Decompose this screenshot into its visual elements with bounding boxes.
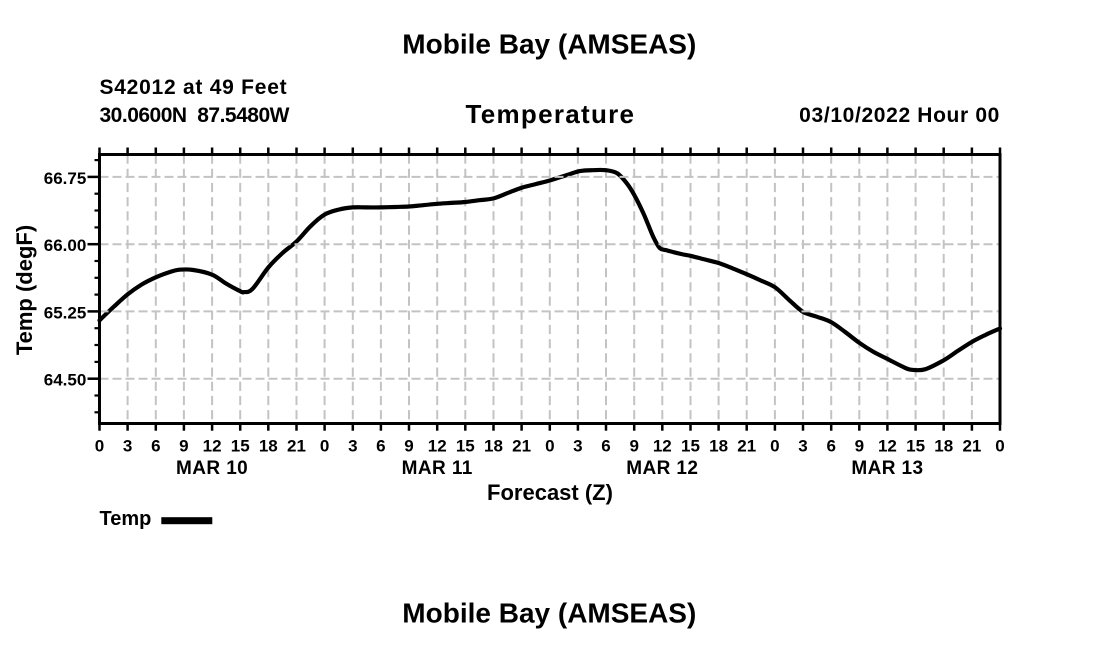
svg-text:18: 18: [934, 437, 953, 456]
svg-text:MAR 12: MAR 12: [626, 458, 698, 479]
svg-text:3: 3: [798, 437, 807, 456]
svg-text:MAR 13: MAR 13: [851, 458, 923, 479]
svg-text:0: 0: [320, 437, 329, 456]
svg-text:66.00: 66.00: [44, 236, 87, 255]
svg-text:18: 18: [484, 437, 503, 456]
svg-text:Temperature: Temperature: [465, 99, 635, 129]
svg-text:Temp: Temp: [100, 508, 152, 530]
svg-text:6: 6: [826, 437, 835, 456]
svg-text:Temp (degF): Temp (degF): [12, 225, 37, 355]
svg-text:9: 9: [179, 437, 188, 456]
svg-text:18: 18: [259, 437, 278, 456]
svg-text:21: 21: [962, 437, 981, 456]
svg-text:12: 12: [428, 437, 447, 456]
svg-text:64.50: 64.50: [44, 371, 87, 390]
svg-text:6: 6: [376, 437, 385, 456]
svg-text:9: 9: [404, 437, 413, 456]
svg-text:3: 3: [123, 437, 132, 456]
svg-text:6: 6: [151, 437, 160, 456]
svg-text:0: 0: [995, 437, 1004, 456]
svg-text:3: 3: [348, 437, 357, 456]
svg-text:21: 21: [737, 437, 756, 456]
svg-text:3: 3: [573, 437, 582, 456]
svg-text:MAR 10: MAR 10: [176, 458, 248, 479]
svg-text:15: 15: [906, 437, 925, 456]
svg-text:0: 0: [770, 437, 779, 456]
svg-text:0: 0: [545, 437, 554, 456]
svg-text:21: 21: [512, 437, 531, 456]
svg-text:9: 9: [629, 437, 638, 456]
svg-text:MAR 11: MAR 11: [402, 458, 473, 479]
svg-text:03/10/2022 Hour 00: 03/10/2022 Hour 00: [799, 104, 1000, 127]
svg-text:12: 12: [653, 437, 672, 456]
svg-text:12: 12: [203, 437, 222, 456]
svg-text:15: 15: [231, 437, 250, 456]
svg-text:Mobile Bay (AMSEAS): Mobile Bay (AMSEAS): [402, 28, 696, 59]
svg-text:21: 21: [287, 437, 306, 456]
svg-text:6: 6: [601, 437, 610, 456]
svg-text:S42012 at 49 Feet: S42012 at 49 Feet: [100, 76, 288, 99]
svg-text:15: 15: [456, 437, 475, 456]
svg-text:65.25: 65.25: [44, 303, 87, 322]
svg-text:15: 15: [681, 437, 700, 456]
svg-text:12: 12: [878, 437, 897, 456]
svg-text:18: 18: [709, 437, 728, 456]
svg-text:Forecast (Z): Forecast (Z): [487, 480, 613, 505]
svg-text:0: 0: [95, 437, 104, 456]
svg-text:Mobile Bay (AMSEAS): Mobile Bay (AMSEAS): [402, 598, 696, 629]
svg-text:66.75: 66.75: [44, 169, 87, 188]
svg-text:30.0600N 87.5480W: 30.0600N 87.5480W: [100, 104, 290, 127]
svg-text:9: 9: [855, 437, 864, 456]
